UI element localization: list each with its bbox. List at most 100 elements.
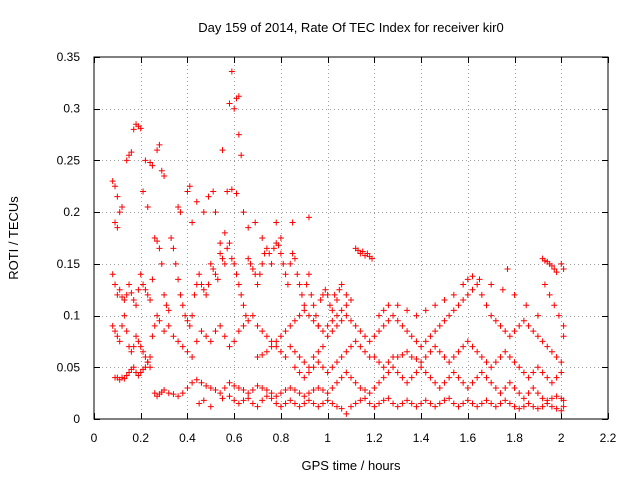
data-point xyxy=(282,353,289,360)
data-point xyxy=(277,348,284,355)
data-point xyxy=(294,271,301,278)
data-point xyxy=(539,403,546,410)
data-point xyxy=(140,281,147,288)
data-point xyxy=(436,384,443,391)
data-point xyxy=(385,302,392,309)
data-point xyxy=(291,317,298,324)
data-point xyxy=(366,400,373,407)
data-point xyxy=(268,260,275,267)
data-point xyxy=(530,403,537,410)
data-point xyxy=(450,307,457,314)
data-point xyxy=(296,353,303,360)
data-point xyxy=(114,193,121,200)
data-point xyxy=(534,405,541,412)
data-point xyxy=(329,400,336,407)
data-point xyxy=(488,400,495,407)
data-point xyxy=(228,186,235,193)
data-point xyxy=(380,322,387,329)
data-point xyxy=(256,271,263,278)
data-point xyxy=(364,250,371,257)
data-point xyxy=(478,400,485,407)
data-point xyxy=(189,219,196,226)
data-point xyxy=(336,286,343,293)
data-point xyxy=(282,387,289,394)
data-point xyxy=(135,286,142,293)
data-point xyxy=(329,364,336,371)
data-point xyxy=(263,393,270,400)
data-point xyxy=(362,333,369,340)
data-point xyxy=(553,353,560,360)
data-point xyxy=(263,333,270,340)
data-point xyxy=(348,343,354,350)
data-point xyxy=(404,397,411,404)
data-point xyxy=(221,333,228,340)
data-point xyxy=(273,338,280,345)
data-point xyxy=(338,405,345,412)
data-point xyxy=(319,343,326,350)
data-point xyxy=(343,369,350,376)
data-point xyxy=(394,403,401,410)
data-point xyxy=(175,338,182,345)
x-tick-label: 1 xyxy=(324,431,331,445)
data-point xyxy=(277,235,284,241)
data-point xyxy=(555,312,562,319)
data-point xyxy=(333,297,340,304)
data-point xyxy=(408,333,415,340)
data-point xyxy=(196,271,203,278)
data-point xyxy=(469,286,476,293)
data-point xyxy=(394,302,401,309)
data-point xyxy=(394,317,401,324)
data-point xyxy=(502,348,509,355)
data-point xyxy=(184,188,191,195)
data-point xyxy=(305,369,312,376)
data-point xyxy=(380,374,387,381)
x-tick-label: 0.4 xyxy=(179,431,196,445)
data-point xyxy=(418,400,425,407)
data-point xyxy=(242,312,249,319)
data-point xyxy=(530,328,537,335)
data-point xyxy=(135,338,142,345)
data-point xyxy=(441,397,448,404)
data-point xyxy=(296,281,303,288)
data-point xyxy=(348,297,354,304)
data-point xyxy=(310,400,317,407)
data-point xyxy=(548,262,555,269)
data-point xyxy=(520,395,527,402)
data-point xyxy=(553,269,560,276)
data-point xyxy=(291,364,298,371)
data-point xyxy=(305,397,312,404)
data-point xyxy=(315,348,322,355)
data-point xyxy=(284,281,291,288)
data-point xyxy=(338,374,345,381)
data-point xyxy=(418,359,425,366)
data-point xyxy=(112,281,119,288)
data-point xyxy=(319,328,326,335)
data-point xyxy=(130,364,137,371)
data-point xyxy=(301,393,308,400)
data-point xyxy=(231,105,238,112)
data-point xyxy=(308,291,315,298)
data-point xyxy=(506,353,513,360)
data-point xyxy=(144,203,151,210)
data-point xyxy=(275,242,282,249)
data-point xyxy=(511,403,518,410)
data-point xyxy=(343,302,350,309)
data-point xyxy=(516,390,523,397)
data-point xyxy=(296,390,303,397)
data-point xyxy=(137,343,144,350)
data-point xyxy=(203,291,210,298)
data-point xyxy=(191,291,198,298)
data-point xyxy=(355,247,362,254)
data-point xyxy=(273,400,280,407)
data-point xyxy=(315,322,322,329)
data-point xyxy=(525,322,532,329)
data-point xyxy=(231,397,238,404)
data-point xyxy=(551,302,558,309)
data-point xyxy=(446,395,453,402)
data-point xyxy=(235,328,242,335)
data-point xyxy=(189,312,196,319)
data-point xyxy=(305,214,312,221)
data-point xyxy=(177,291,184,298)
data-point xyxy=(432,403,439,410)
data-point xyxy=(135,372,142,379)
